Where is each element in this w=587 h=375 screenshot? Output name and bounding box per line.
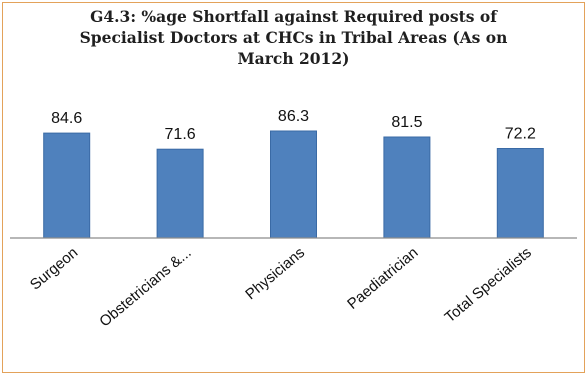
data-label-1: 84.6 — [51, 110, 82, 127]
bar-5 — [496, 148, 544, 239]
category-label-4: Paediatrician — [344, 244, 421, 313]
data-label-5: 72.2 — [505, 126, 536, 143]
bar-3 — [270, 130, 317, 239]
bar-2 — [156, 148, 204, 239]
data-label-3: 86.3 — [278, 108, 309, 125]
data-label-2: 71.6 — [165, 126, 196, 143]
chart-title-line-1: G4.3: %age Shortfall against Required po… — [90, 7, 497, 26]
category-label-5: Total Specialists — [442, 244, 535, 326]
bar-1 — [43, 132, 91, 239]
bar-4 — [383, 136, 431, 239]
category-label-3: Physicians — [242, 244, 308, 303]
chart-title-line-3: March 2012) — [237, 49, 350, 68]
chart-title: G4.3: %age Shortfall against Required po… — [0, 6, 587, 69]
data-label-4: 81.5 — [391, 114, 422, 131]
category-label-2: Obstetricians &... — [96, 244, 194, 330]
chart-title-line-2: Specialist Doctors at CHCs in Tribal Are… — [79, 28, 508, 47]
category-label-1: Surgeon — [27, 244, 81, 293]
